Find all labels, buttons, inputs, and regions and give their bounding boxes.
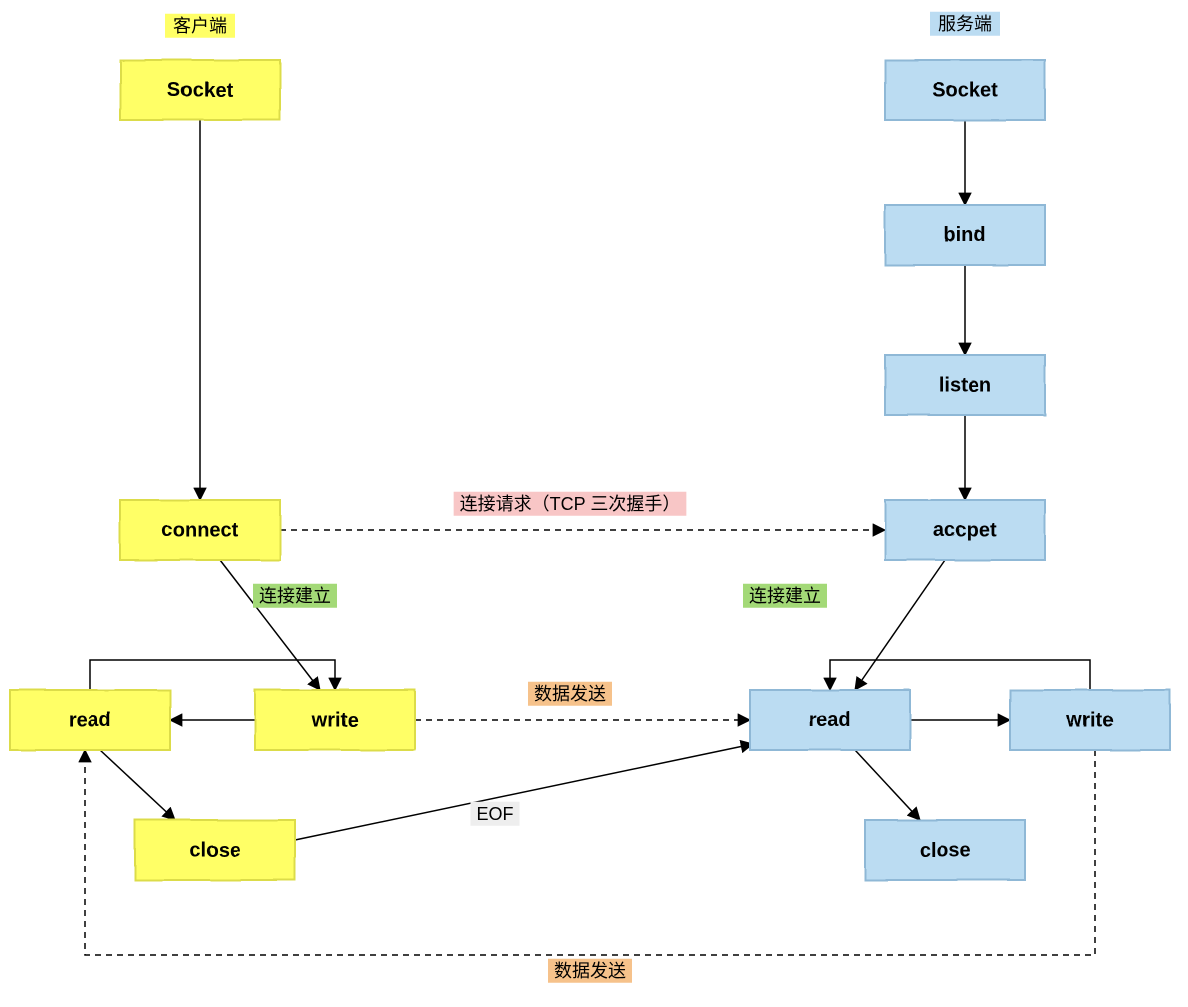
node-c-write: write [255, 690, 415, 750]
node-label-s-accept: accpet [933, 519, 997, 541]
edge-e-c-read-write-top [90, 660, 335, 690]
edge-e-close-sread [295, 744, 753, 840]
node-c-socket: Socket [120, 60, 280, 120]
node-label-c-read: read [69, 709, 111, 731]
label-lbl-conn-s: 连接建立 [743, 584, 827, 608]
label-lbl-conn-c: 连接建立 [253, 584, 337, 608]
node-label-s-close: close [919, 839, 970, 861]
node-s-write: write [1010, 690, 1170, 750]
label-text-lbl-conn-s: 连接建立 [749, 586, 821, 606]
label-text-lbl-conn-c: 连接建立 [259, 586, 331, 606]
header-text-hdr-client: 客户端 [173, 16, 227, 36]
label-text-lbl-eof: EOF [476, 804, 513, 824]
edge-e-s-read-close [855, 750, 920, 820]
node-s-accept: accpet [885, 500, 1045, 560]
node-label-c-write: write [311, 709, 359, 731]
node-s-read: read [750, 690, 910, 750]
node-label-s-listen: listen [939, 374, 991, 396]
node-label-s-bind: bind [944, 224, 986, 246]
node-label-c-connect: connect [162, 519, 239, 541]
label-lbl-send2: 数据发送 [548, 959, 632, 983]
node-label-s-write: write [1066, 709, 1114, 731]
edge-e-c-read-close [100, 750, 175, 820]
node-c-close: close [135, 820, 295, 880]
node-s-socket: Socket [885, 60, 1045, 120]
label-lbl-connreq: 连接请求（TCP 三次握手） [454, 492, 687, 516]
node-c-read: read [10, 690, 170, 750]
label-lbl-eof: EOF [470, 802, 519, 826]
nodes-layer: Socket connect read write close Socket bind lis… [10, 60, 1170, 880]
edge-e-s-accept-read [855, 560, 945, 690]
label-text-lbl-send2: 数据发送 [554, 961, 626, 981]
node-label-s-socket: Socket [932, 79, 998, 101]
header-hdr-client: 客户端 [165, 14, 235, 38]
header-hdr-server: 服务端 [930, 12, 1000, 36]
label-text-lbl-send1: 数据发送 [534, 684, 606, 704]
node-c-connect: connect [120, 500, 280, 560]
flowchart-canvas: 连接请求（TCP 三次握手） 连接建立 连接建立数据发送 EOF 数据发送 客户端 服务端 S… [0, 0, 1188, 1007]
node-s-bind: bind [885, 205, 1045, 265]
node-label-c-close: close [189, 839, 240, 861]
node-label-c-socket: Socket [167, 79, 233, 101]
node-s-close: close [865, 820, 1025, 880]
label-lbl-send1: 数据发送 [528, 682, 612, 706]
edge-e-s-write-read-top [830, 660, 1090, 690]
edge-e-c-connect-write [220, 560, 320, 690]
node-label-s-read: read [809, 709, 851, 731]
headers-layer: 客户端 服务端 [165, 12, 1000, 38]
header-text-hdr-server: 服务端 [938, 14, 992, 34]
label-text-lbl-connreq: 连接请求（TCP 三次握手） [460, 494, 681, 514]
node-s-listen: listen [885, 355, 1045, 415]
